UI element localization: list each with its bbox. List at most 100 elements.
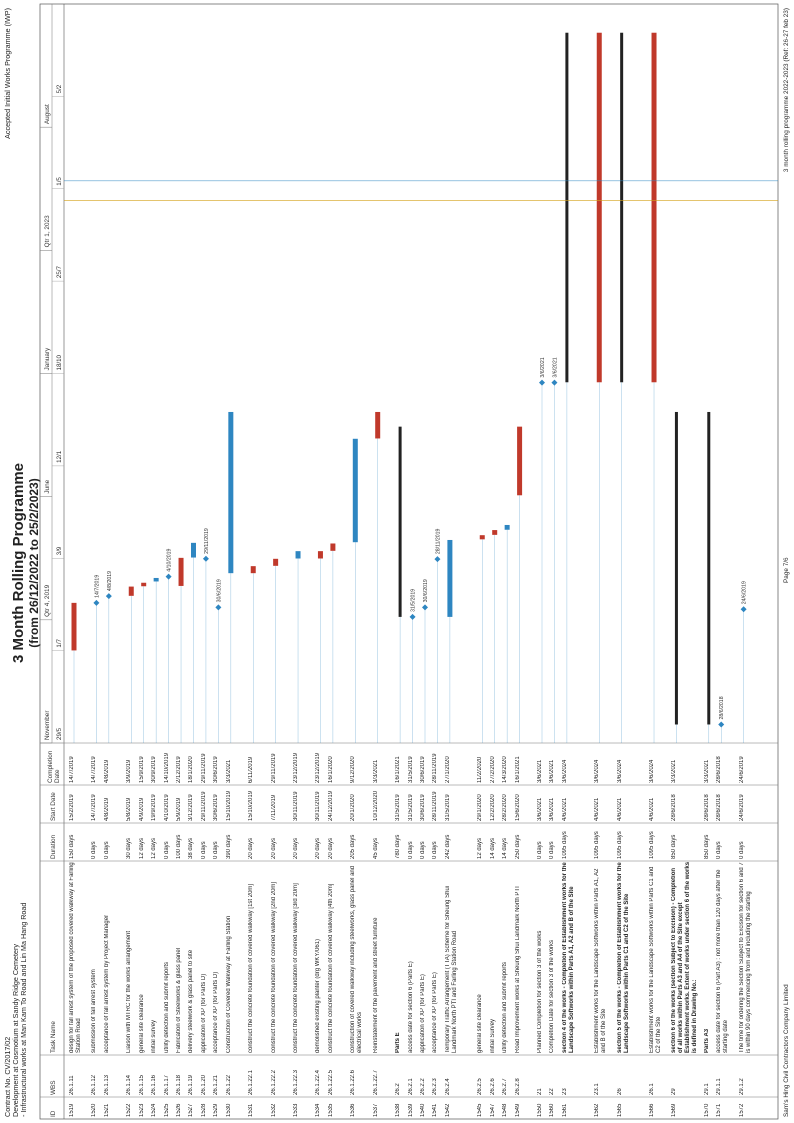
row-start: 10/12/2020: [372, 790, 379, 821]
row-id: 1519: [69, 1103, 75, 1117]
milestone-date-label: 4/10/2019: [167, 548, 173, 571]
row-duration: 0 days: [537, 841, 543, 859]
row-start: 15/2/2019: [69, 794, 75, 821]
row-completion: 29/11/2019: [200, 753, 207, 783]
milestone-date-label: 14/7/2019: [94, 575, 100, 598]
row-duration: 0 days: [163, 841, 170, 859]
row-id: 1548: [502, 1103, 509, 1117]
row-id: 1566: [649, 1103, 656, 1117]
row-task-name: construct the concrete foundation of cov…: [327, 883, 334, 1053]
row-task-name: initial Survey: [489, 1018, 496, 1053]
timescale-group-label: January: [44, 347, 51, 371]
footer-company: Sam's Hing Civil Contractors Company Lim…: [783, 984, 790, 1117]
row-completion: 16/1/2021: [395, 756, 402, 783]
row-wbs: 26.1.22.5: [327, 1069, 334, 1095]
row-start: 4/10/2019: [163, 794, 170, 821]
task-bar: [178, 557, 184, 586]
row-duration: 0 days: [407, 841, 414, 859]
timescale-group-label: November: [44, 710, 51, 740]
row-start: 5/9/2019: [176, 797, 183, 821]
row-start: 30/6/2019: [420, 794, 426, 821]
row-duration: 12 days: [151, 837, 158, 859]
row-start: 24/6/2019: [738, 794, 745, 821]
summary-bar: [565, 32, 569, 383]
row-duration: 850 days: [671, 834, 678, 859]
summary-bar: [398, 426, 402, 617]
row-duration: 1095 days: [594, 831, 601, 859]
row-completion: 29/11/2019: [270, 753, 277, 783]
milestone-date-label: 29/11/2019: [204, 528, 210, 554]
milestone-date-label: 3/6/2021: [552, 357, 558, 377]
row-start: 30/11/2019: [315, 791, 322, 821]
row-start: 14/7/2019: [91, 794, 98, 821]
row-duration: 390 days: [225, 834, 232, 859]
row-wbs: 29.1.1: [716, 1078, 723, 1095]
row-start: 7/11/2019: [270, 794, 277, 821]
milestone-date-label: 3/6/2021: [540, 357, 546, 377]
row-completion: 23/12/2019: [315, 752, 322, 783]
row-id: 1549: [514, 1103, 521, 1117]
row-completion: 3/3/2021: [671, 759, 678, 783]
row-completion: 27/2/2020: [489, 756, 496, 783]
row-completion: 3/3/2021: [225, 759, 232, 783]
milestone-date-label: 4/8/2019: [107, 571, 113, 591]
row-id: 1521: [103, 1103, 110, 1117]
milestone-date-label: 28/6/2018: [719, 696, 725, 719]
row-task-name: acceptance of XP (for Parts E): [432, 972, 439, 1053]
row-wbs: 21: [537, 1088, 543, 1095]
task-bar: [375, 411, 381, 439]
row-completion: 4/8/2019: [103, 759, 110, 783]
column-header-task: Task Name: [50, 1021, 57, 1053]
task-bar: [517, 426, 523, 496]
timescale-tick-label: 29/5: [56, 727, 63, 740]
row-wbs: 26.1.19: [188, 1074, 195, 1095]
row-id: 1531: [248, 1103, 255, 1117]
timescale-tick-label: 1/7: [56, 638, 63, 647]
row-completion: 2/12/2019: [176, 756, 183, 783]
row-start: 4/6/2021: [561, 797, 568, 821]
row-id: 1569: [671, 1103, 678, 1117]
task-bar: [492, 530, 498, 535]
column-header-start: Start Date: [50, 792, 57, 821]
row-task-name: acceptance of XP (for Parts D): [213, 971, 220, 1053]
row-wbs: 26.1.22.4: [315, 1069, 322, 1095]
row-start: 28/2/2020: [502, 794, 509, 821]
row-task-name: access date for section 6 (Parts E): [407, 961, 414, 1053]
row-duration: 0 days: [200, 841, 207, 859]
milestone-marker: [718, 721, 725, 728]
row-duration: 242 days: [444, 834, 451, 859]
row-id: 1529: [213, 1103, 220, 1117]
row-duration: 1095 days: [649, 831, 656, 859]
row-duration: 250 days: [514, 834, 521, 859]
row-start: 20/1/2020: [350, 794, 357, 821]
timescale-group-label: August: [44, 104, 51, 124]
column-header-completion: Completion Date: [47, 750, 62, 783]
row-duration: 12 days: [138, 837, 145, 859]
timescale-tick-label: 25/7: [56, 266, 63, 279]
row-id: 1534: [315, 1103, 322, 1117]
row-id: 1542: [444, 1103, 451, 1117]
row-wbs: 26.1.15: [138, 1074, 145, 1095]
row-wbs: 26: [616, 1088, 623, 1095]
row-task-name: Parts E: [395, 1032, 402, 1053]
row-duration: 0 days: [91, 841, 98, 859]
row-wbs: 26.1.22.3: [293, 1069, 300, 1095]
row-start: 30/6/2019: [213, 794, 220, 821]
row-duration: 0 days: [549, 841, 556, 859]
row-start: 29/11/2019: [200, 791, 207, 821]
row-duration: 45 days: [372, 837, 379, 859]
row-start: 4/6/2021: [594, 797, 601, 821]
row-wbs: 26.2.4: [444, 1078, 451, 1095]
row-completion: 18/1/2020: [188, 756, 195, 783]
row-task-name: construction of covered walkway includin…: [350, 865, 364, 1053]
task-bar: [153, 577, 159, 582]
row-completion: 3/6/2021: [549, 759, 556, 783]
row-id: 1545: [477, 1103, 484, 1117]
row-id: 1530: [225, 1103, 232, 1117]
row-completion: 14/10/2019: [163, 752, 170, 783]
milestone-date-label: 30/6/2019: [216, 579, 222, 602]
row-wbs: 26.2.7: [502, 1078, 509, 1095]
timescale-tick-label: 12/1: [56, 450, 63, 463]
task-bar: [71, 602, 77, 651]
row-task-name: section 5 of the works - Completion of E…: [616, 862, 630, 1053]
